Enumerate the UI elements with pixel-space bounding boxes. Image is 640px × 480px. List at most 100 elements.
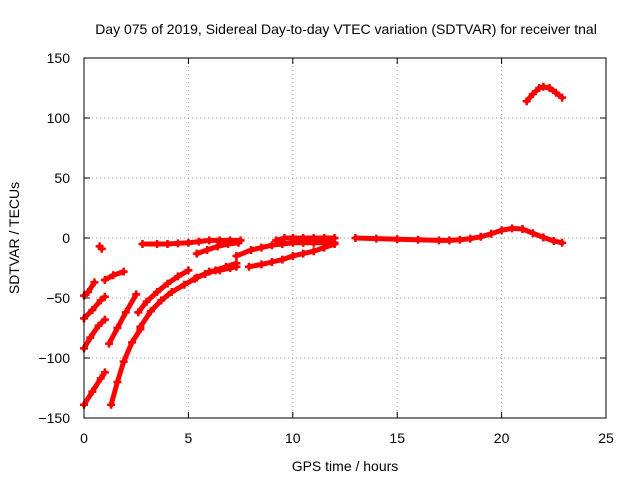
data-point: [163, 240, 172, 248]
series-arc-9: [134, 266, 193, 317]
data-point: [180, 280, 189, 289]
data-point: [330, 234, 339, 242]
data-point: [153, 240, 162, 248]
data-point: [215, 266, 224, 275]
data-point: [86, 333, 95, 342]
y-tick-label: −150: [38, 410, 70, 426]
data-point: [88, 306, 97, 314]
data-point: [372, 234, 381, 243]
data-point: [96, 296, 105, 305]
data-point: [113, 378, 122, 386]
data-point: [257, 243, 266, 252]
data-point: [205, 236, 214, 245]
series-arc-15: [244, 240, 339, 271]
data-point: [299, 234, 308, 242]
data-point: [257, 260, 266, 269]
data-point: [100, 276, 109, 284]
data-point: [173, 272, 182, 281]
series-arc-13: [192, 262, 241, 282]
data-point: [476, 232, 485, 241]
data-point: [299, 249, 308, 258]
data-point: [100, 292, 109, 301]
data-point: [244, 262, 253, 271]
data-point: [539, 233, 548, 242]
data-point: [94, 321, 103, 330]
data-point: [466, 234, 475, 243]
data-point: [528, 90, 537, 98]
series-track: [81, 294, 108, 321]
series-track: [81, 317, 108, 351]
data-point: [192, 273, 201, 282]
data-point: [134, 308, 143, 317]
data-point: [107, 400, 116, 409]
data-point: [119, 267, 128, 276]
data-point: [309, 234, 318, 242]
data-point: [445, 236, 454, 245]
data-point: [309, 247, 318, 256]
data-point: [224, 240, 233, 248]
data-point: [522, 97, 531, 106]
data-point: [267, 241, 276, 250]
data-point: [192, 249, 201, 258]
y-tick-label: −50: [46, 290, 70, 306]
data-point: [549, 237, 558, 245]
y-tick-label: 0: [62, 230, 70, 246]
data-point: [146, 307, 155, 316]
chart-title: Day 075 of 2019, Sidereal Day-to-day VTE…: [95, 21, 597, 37]
data-point: [105, 339, 114, 348]
y-tick-label: 150: [47, 50, 71, 66]
data-point: [157, 296, 166, 305]
data-point: [267, 258, 276, 266]
data-point: [288, 234, 297, 242]
x-tick-label: 5: [185, 430, 193, 446]
series-track: [106, 291, 139, 347]
data-point: [184, 266, 193, 275]
data-point: [100, 368, 109, 377]
series-arc-6: [100, 267, 128, 284]
data-point: [96, 374, 105, 383]
data-series: [80, 82, 567, 409]
data-point: [272, 236, 281, 245]
series-arc-5: [95, 242, 106, 253]
data-point: [393, 235, 402, 244]
y-tick-label: 100: [47, 110, 71, 126]
series-track: [81, 369, 108, 408]
data-point: [136, 322, 145, 331]
data-point: [234, 238, 243, 247]
series-arc-16: [272, 234, 339, 245]
data-point: [153, 288, 162, 296]
series-arc-7: [105, 290, 141, 348]
data-point: [558, 93, 567, 102]
data-point: [351, 234, 360, 242]
data-point: [100, 315, 109, 324]
series-arc-8: [107, 325, 145, 409]
x-tick-label: 10: [285, 430, 301, 446]
data-point: [138, 240, 147, 248]
data-point: [203, 246, 212, 254]
data-point: [167, 288, 176, 296]
axis-ticks: [83, 57, 607, 419]
series-track: [140, 237, 244, 247]
data-point: [232, 262, 241, 271]
data-point: [278, 255, 287, 264]
x-axis-label: GPS time / hours: [292, 458, 399, 474]
data-point: [487, 229, 496, 238]
series-arc-17: [351, 224, 567, 247]
data-point: [455, 235, 464, 244]
data-point: [142, 297, 151, 306]
x-tick-label: 25: [598, 430, 614, 446]
data-point: [109, 271, 118, 280]
data-point: [215, 236, 224, 245]
data-point: [121, 308, 130, 317]
data-point: [288, 252, 297, 260]
data-point: [508, 224, 517, 233]
data-point: [232, 252, 241, 260]
data-point: [84, 288, 93, 296]
data-point: [132, 290, 141, 299]
data-point: [497, 226, 506, 235]
tick-labels: 0 5 10 15 20 25 −150 −100 −50 0 50 100 150: [38, 50, 614, 446]
data-point: [551, 88, 560, 97]
data-point: [90, 278, 99, 287]
data-point: [278, 240, 287, 248]
